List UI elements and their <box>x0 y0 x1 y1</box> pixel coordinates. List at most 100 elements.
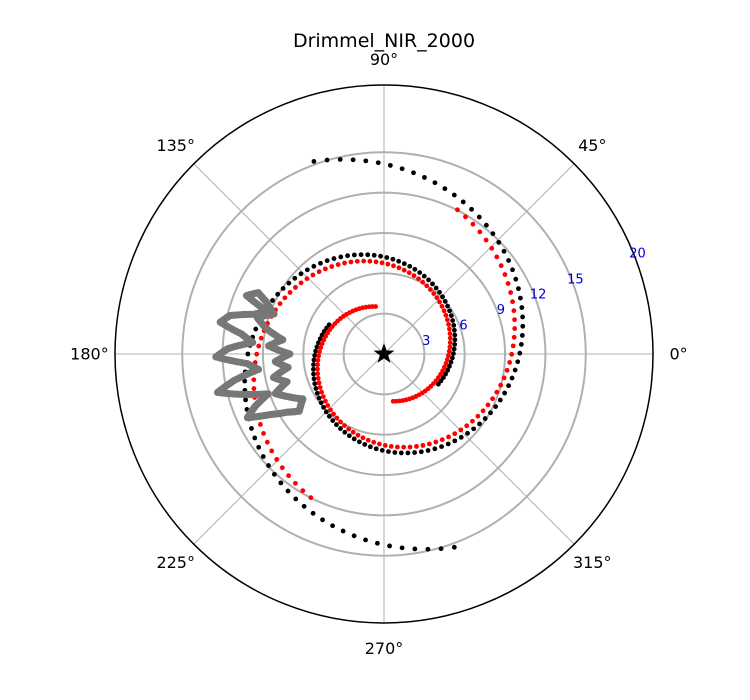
data-point <box>431 291 437 296</box>
data-point <box>489 245 495 251</box>
data-point <box>458 434 464 440</box>
data-point <box>501 248 507 254</box>
data-point <box>356 439 362 445</box>
data-point <box>323 398 328 404</box>
data-point <box>519 333 525 338</box>
data-point <box>298 280 304 286</box>
data-point <box>282 295 288 301</box>
data-point <box>451 346 457 352</box>
data-point <box>329 264 335 269</box>
data-point <box>401 267 407 273</box>
data-point <box>395 444 400 450</box>
data-point <box>441 308 447 314</box>
data-point <box>331 411 336 417</box>
data-point <box>504 367 510 373</box>
data-point <box>490 231 496 237</box>
data-point <box>506 383 511 389</box>
data-point <box>319 389 324 395</box>
data-point <box>433 439 439 445</box>
data-point <box>513 276 519 282</box>
data-point <box>346 433 352 439</box>
data-point <box>264 439 270 445</box>
data-point <box>313 348 319 354</box>
data-point <box>452 332 458 338</box>
data-point <box>277 301 283 307</box>
data-point <box>445 367 451 373</box>
data-point <box>310 272 316 278</box>
data-point <box>452 342 458 347</box>
data-point <box>311 263 317 269</box>
data-point <box>494 254 500 260</box>
theta-tick-label: 90° <box>370 50 398 69</box>
data-point <box>371 252 377 258</box>
data-point <box>447 344 453 350</box>
data-point <box>446 353 451 358</box>
data-point <box>279 465 285 471</box>
data-point <box>440 294 445 300</box>
data-point <box>387 162 393 168</box>
data-point <box>421 273 427 279</box>
r-tick-label: 3 <box>422 334 430 349</box>
data-point <box>320 394 326 400</box>
data-point <box>334 415 340 421</box>
data-point <box>258 335 264 341</box>
data-point <box>285 488 291 494</box>
data-point <box>442 299 448 304</box>
data-point <box>310 510 316 516</box>
data-point <box>477 229 483 235</box>
data-point <box>315 362 320 368</box>
data-point <box>437 289 442 295</box>
data-point <box>405 450 411 456</box>
data-point <box>439 303 445 309</box>
data-point <box>424 283 430 289</box>
data-point <box>439 444 444 450</box>
data-point <box>256 343 262 349</box>
data-point <box>438 371 443 377</box>
data-point <box>412 450 417 455</box>
data-point <box>251 377 257 383</box>
data-point <box>512 317 517 323</box>
theta-tick-label: 270° <box>365 639 404 658</box>
data-point <box>437 299 442 305</box>
data-point <box>392 450 398 455</box>
data-point <box>455 207 460 213</box>
data-point <box>511 308 517 314</box>
data-point <box>351 436 357 442</box>
data-point <box>379 447 385 453</box>
data-point <box>365 437 371 443</box>
data-point <box>338 419 343 425</box>
data-point <box>256 444 262 450</box>
data-point <box>406 270 412 276</box>
data-point <box>334 422 339 428</box>
data-point <box>519 305 525 310</box>
data-point <box>361 258 367 264</box>
data-point <box>483 237 489 243</box>
data-point <box>446 434 451 440</box>
data-point <box>420 443 426 448</box>
data-point <box>315 371 321 377</box>
data-point <box>520 323 526 329</box>
data-point <box>324 258 330 264</box>
data-point <box>316 380 322 386</box>
center-star-marker <box>373 343 395 363</box>
data-point <box>269 448 275 454</box>
data-point <box>300 488 306 494</box>
data-point <box>416 276 421 282</box>
data-point <box>502 272 508 277</box>
data-point <box>447 326 452 332</box>
data-point <box>509 351 515 357</box>
data-point <box>388 443 394 449</box>
data-point <box>318 400 324 406</box>
data-point <box>318 345 324 351</box>
data-point <box>483 222 489 228</box>
data-point <box>518 342 524 347</box>
data-point <box>494 389 500 395</box>
data-point <box>363 537 368 543</box>
data-point <box>266 463 271 468</box>
data-point <box>451 192 457 198</box>
data-point <box>451 544 457 550</box>
data-point <box>376 441 382 447</box>
data-point <box>412 266 418 272</box>
data-point <box>242 378 248 384</box>
data-point <box>447 340 453 345</box>
